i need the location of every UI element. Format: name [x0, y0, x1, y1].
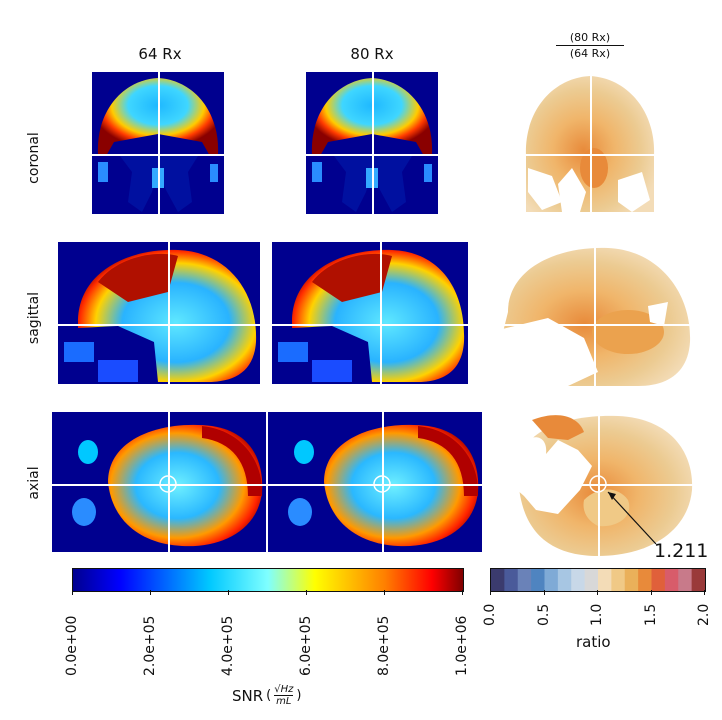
snr-tick-mark — [72, 590, 73, 595]
ratio-colorbar-segment — [598, 569, 612, 591]
ratio-colorbar-segment — [611, 569, 626, 591]
ratio-denominator: (64 Rx) — [569, 47, 611, 60]
row-label-sagittal: sagittal — [26, 291, 42, 345]
column-title-80rx: 80 Rx — [350, 45, 394, 63]
ratio-column-title: (80 Rx) (64 Rx) — [550, 31, 630, 60]
coronal-64rx-map — [92, 72, 224, 214]
coronal-ratio-map — [522, 72, 658, 214]
ratio-colorbar-segment — [678, 569, 693, 591]
fraction-bar — [556, 45, 624, 46]
ratio-colorbar-segment — [557, 569, 572, 591]
annotation-value: 1.211 — [654, 540, 709, 562]
snr-unit-denominator: mL — [276, 696, 292, 707]
crosshair-vertical — [380, 242, 382, 384]
ratio-colorbar — [490, 568, 706, 592]
crosshair-horizontal — [268, 484, 482, 486]
snr-tick-label: 8.0e+05 — [376, 615, 392, 676]
crosshair-vertical — [158, 72, 160, 214]
axial-ratio-map — [488, 410, 700, 558]
ratio-colorbar-segment — [584, 569, 599, 591]
axial-80rx-map — [268, 412, 482, 552]
crosshair-vertical — [590, 72, 592, 214]
snr-tick-label: 1.0e+06 — [454, 615, 470, 676]
crosshair-horizontal — [488, 484, 700, 486]
snr-tick-mark — [462, 590, 463, 595]
crosshair-vertical — [594, 242, 596, 388]
snr-label-text: SNR — [232, 686, 264, 705]
snr-tick-label: 2.0e+05 — [142, 615, 158, 676]
ratio-colorbar-segment — [691, 569, 706, 591]
row-label-axial: axial — [26, 466, 42, 500]
crosshair-horizontal — [272, 324, 468, 326]
ratio-colorbar-segment — [544, 569, 559, 591]
crosshair-vertical — [168, 412, 170, 552]
ratio-tick-mark — [543, 590, 545, 595]
ratio-tick-label: 0.5 — [535, 603, 552, 626]
ratio-colorbar-segment — [651, 569, 666, 591]
sagittal-64rx-map — [58, 242, 260, 384]
crosshair-horizontal — [52, 484, 266, 486]
ratio-colorbar-segment — [491, 569, 505, 591]
snr-tick-label: 4.0e+05 — [220, 615, 236, 676]
snr-axis-label: SNR ( √Hz mL ) — [232, 684, 302, 707]
snr-unit-numerator: √Hz — [274, 684, 294, 695]
ratio-numerator: (80 Rx) — [569, 31, 611, 44]
snr-tick-mark — [150, 590, 151, 595]
ratio-colorbar-segment — [638, 569, 652, 591]
snr-tick-mark — [384, 590, 385, 595]
crosshair-vertical — [382, 412, 384, 552]
ratio-colorbar-segment — [624, 569, 639, 591]
ratio-axis-label: ratio — [576, 633, 611, 651]
row-label-coronal: coronal — [26, 132, 42, 184]
snr-tick-mark — [228, 590, 229, 595]
coronal-80rx-map — [306, 72, 438, 214]
crosshair-vertical — [598, 410, 600, 558]
ratio-colorbar-segment — [531, 569, 545, 591]
sagittal-80rx-map — [272, 242, 468, 384]
snr-tick-mark — [306, 590, 307, 595]
snr-tick-label: 0.0e+00 — [64, 615, 80, 676]
axial-64rx-map — [52, 412, 266, 552]
crosshair-horizontal — [58, 324, 260, 326]
crosshair-horizontal — [488, 324, 694, 326]
column-title-64rx: 64 Rx — [138, 45, 182, 63]
crosshair-vertical — [168, 242, 170, 384]
sagittal-ratio-map — [488, 242, 694, 388]
snr-tick-label: 6.0e+05 — [298, 615, 314, 676]
ratio-colorbar-segment — [517, 569, 532, 591]
ratio-colorbar-segment — [571, 569, 586, 591]
snr-colorbar — [72, 568, 464, 592]
ratio-tick-label: 0.0 — [482, 603, 498, 626]
ratio-tick-mark — [490, 590, 491, 595]
ratio-tick-mark — [597, 590, 598, 595]
ratio-tick-mark — [704, 590, 705, 595]
crosshair-vertical — [372, 72, 374, 214]
ratio-tick-label: 1.0 — [589, 603, 605, 626]
ratio-tick-label: 1.5 — [642, 603, 659, 626]
ratio-tick-label: 2.0 — [696, 603, 712, 626]
ratio-tick-mark — [650, 590, 652, 595]
ratio-colorbar-segment — [504, 569, 519, 591]
ratio-colorbar-segment — [664, 569, 679, 591]
